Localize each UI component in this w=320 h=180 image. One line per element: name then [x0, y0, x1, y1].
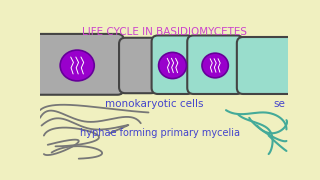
FancyBboxPatch shape	[237, 37, 299, 94]
Ellipse shape	[60, 50, 94, 81]
Text: se: se	[273, 99, 285, 109]
FancyBboxPatch shape	[152, 35, 194, 94]
Ellipse shape	[159, 52, 187, 79]
Text: LIFE CYCLE IN BASIDIOMYCETES: LIFE CYCLE IN BASIDIOMYCETES	[82, 27, 246, 37]
Text: hyphae forming primary mycelia: hyphae forming primary mycelia	[80, 128, 240, 138]
FancyBboxPatch shape	[119, 38, 157, 93]
Text: monokaryotic cells: monokaryotic cells	[106, 99, 204, 109]
FancyBboxPatch shape	[29, 34, 124, 95]
FancyBboxPatch shape	[187, 35, 243, 94]
Ellipse shape	[202, 53, 228, 78]
